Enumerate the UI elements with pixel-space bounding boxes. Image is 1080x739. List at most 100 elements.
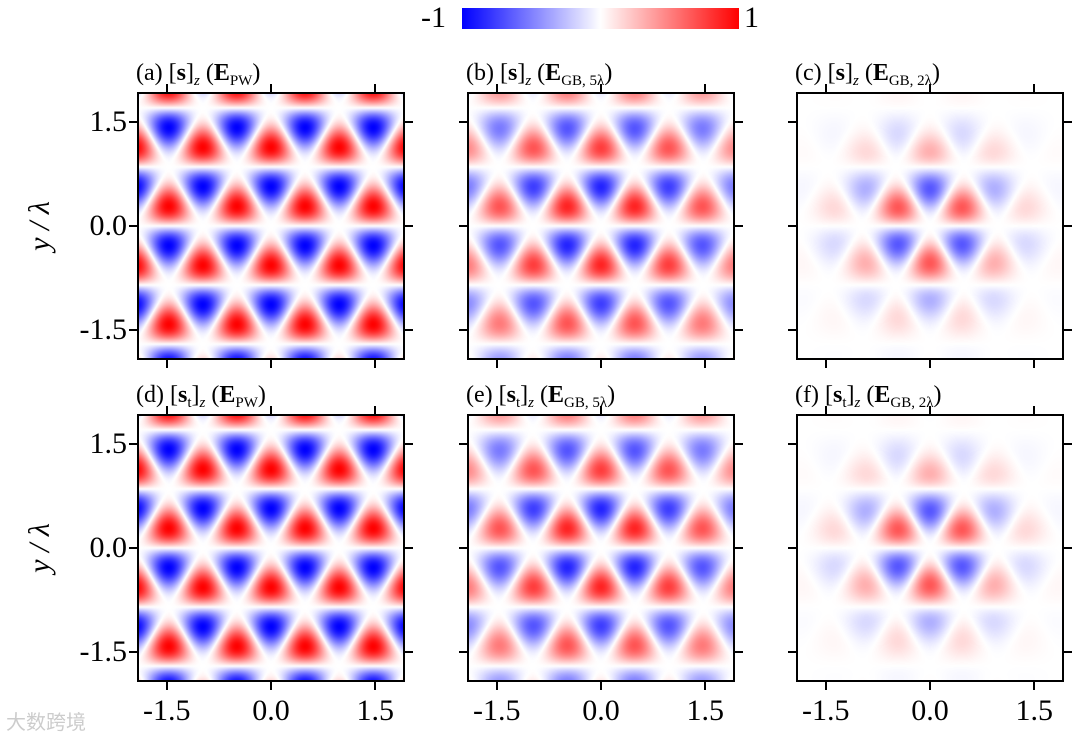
quantity-label: [s]z ( bbox=[499, 60, 546, 89]
panel-title-a: (a) [s]z (EPW) bbox=[136, 59, 260, 95]
xtick-label-f-1: 0.0 bbox=[911, 694, 949, 727]
ytick-left-f-1 bbox=[788, 547, 796, 549]
ytick-left-b-0 bbox=[459, 329, 467, 332]
xtick-label-f-0: -1.5 bbox=[802, 694, 850, 727]
ytick-left-f-2 bbox=[788, 442, 796, 445]
ytick-label-a-2: 1.5 bbox=[89, 104, 128, 138]
ytick-right-a-1 bbox=[405, 225, 413, 227]
quantity-label: [st]z ( bbox=[169, 382, 220, 411]
ytick-right-b-0 bbox=[735, 329, 743, 332]
ytick-right-c-2 bbox=[1064, 120, 1072, 123]
ytick-left-b-2 bbox=[459, 120, 467, 123]
xtick-label-d-0: -1.5 bbox=[143, 694, 191, 727]
paren-close: ) bbox=[931, 60, 940, 86]
colorbar-min-label: -1 bbox=[421, 1, 446, 34]
xtick-bottom-e-0 bbox=[495, 682, 498, 690]
xtick-bottom-b-1 bbox=[600, 360, 602, 368]
ytick-left-e-2 bbox=[459, 442, 467, 445]
y-axis-title-row-1: y / λ bbox=[23, 201, 56, 251]
ytick-left-d-1 bbox=[129, 547, 137, 549]
heatmap-panel-b bbox=[467, 92, 735, 360]
ytick-right-c-1 bbox=[1064, 225, 1072, 227]
ytick-right-d-0 bbox=[405, 651, 413, 654]
xtick-top-d-1 bbox=[270, 406, 272, 414]
xtick-top-c-0 bbox=[824, 84, 827, 92]
ytick-right-b-2 bbox=[735, 120, 743, 123]
ytick-label-d-0: -1.5 bbox=[79, 635, 128, 669]
field-label: EGB, 5λ bbox=[548, 382, 608, 411]
quantity-label: [st]z ( bbox=[498, 382, 548, 411]
xtick-top-a-2 bbox=[374, 84, 377, 92]
paren-close: ) bbox=[933, 382, 942, 408]
ytick-right-d-2 bbox=[405, 442, 413, 445]
ytick-left-c-2 bbox=[788, 120, 796, 123]
xtick-label-f-2: 1.5 bbox=[1015, 694, 1053, 727]
watermark: 大数跨境 bbox=[6, 710, 86, 734]
panel-title-f: (f) [st]z (EGB, 2λ) bbox=[795, 381, 941, 417]
panel-label: (a) bbox=[136, 60, 169, 86]
ytick-right-e-1 bbox=[735, 547, 743, 549]
ytick-left-e-1 bbox=[459, 547, 467, 549]
heatmap-image-f bbox=[798, 416, 1062, 680]
ytick-right-f-1 bbox=[1064, 547, 1072, 549]
xtick-bottom-a-0 bbox=[165, 360, 168, 368]
quantity-label: [s]z ( bbox=[168, 60, 214, 89]
quantity-label: [s]z ( bbox=[827, 60, 873, 89]
ytick-left-d-0 bbox=[129, 651, 137, 654]
heatmap-panel-d bbox=[137, 414, 405, 682]
xtick-bottom-d-2 bbox=[374, 682, 377, 690]
xtick-top-f-0 bbox=[824, 406, 827, 414]
xtick-top-a-1 bbox=[270, 84, 272, 92]
xtick-bottom-c-0 bbox=[824, 360, 827, 368]
ytick-left-c-1 bbox=[788, 225, 796, 227]
xtick-bottom-b-0 bbox=[495, 360, 498, 368]
xtick-top-f-1 bbox=[929, 406, 931, 414]
paren-close: ) bbox=[607, 382, 616, 408]
ytick-right-a-2 bbox=[405, 120, 413, 123]
heatmap-image-a bbox=[139, 94, 403, 358]
heatmap-image-c bbox=[798, 94, 1062, 358]
xtick-top-e-0 bbox=[495, 406, 498, 414]
ytick-left-a-1 bbox=[129, 225, 137, 227]
paren-close: ) bbox=[257, 382, 266, 408]
xtick-label-d-2: 1.5 bbox=[356, 694, 394, 727]
xtick-top-c-1 bbox=[929, 84, 931, 92]
heatmap-image-b bbox=[469, 94, 733, 358]
ytick-left-e-0 bbox=[459, 651, 467, 654]
xtick-top-e-2 bbox=[704, 406, 707, 414]
heatmap-panel-e bbox=[467, 414, 735, 682]
xtick-top-d-0 bbox=[165, 406, 168, 414]
ytick-left-a-0 bbox=[129, 329, 137, 332]
ytick-right-c-0 bbox=[1064, 329, 1072, 332]
xtick-bottom-f-2 bbox=[1033, 682, 1036, 690]
xtick-bottom-d-0 bbox=[165, 682, 168, 690]
ytick-left-a-2 bbox=[129, 120, 137, 123]
ytick-right-f-0 bbox=[1064, 651, 1072, 654]
field-label: EPW bbox=[219, 382, 258, 411]
xtick-label-e-0: -1.5 bbox=[473, 694, 521, 727]
quantity-label: [st]z ( bbox=[824, 382, 875, 411]
xtick-bottom-e-1 bbox=[600, 682, 602, 690]
field-label: EPW bbox=[213, 60, 253, 89]
ytick-right-e-2 bbox=[735, 442, 743, 445]
panel-title-d: (d) [st]z (EPW) bbox=[136, 381, 266, 417]
heatmap-image-d bbox=[139, 416, 403, 680]
paren-close: ) bbox=[252, 60, 261, 86]
panel-label: (f) bbox=[795, 382, 825, 408]
xtick-bottom-a-2 bbox=[374, 360, 377, 368]
ytick-left-b-1 bbox=[459, 225, 467, 227]
xtick-top-d-2 bbox=[374, 406, 377, 414]
xtick-bottom-e-2 bbox=[704, 682, 707, 690]
xtick-label-e-1: 0.0 bbox=[582, 694, 620, 727]
panel-title-e: (e) [st]z (EGB, 5λ) bbox=[466, 381, 615, 417]
xtick-bottom-c-2 bbox=[1033, 360, 1036, 368]
ytick-label-a-1: 0.0 bbox=[89, 209, 128, 242]
field-label: EGB, 5λ bbox=[545, 60, 605, 89]
paren-close: ) bbox=[604, 60, 613, 86]
xtick-top-a-0 bbox=[165, 84, 168, 92]
xtick-bottom-f-0 bbox=[824, 682, 827, 690]
ytick-right-b-1 bbox=[735, 225, 743, 227]
ytick-right-f-2 bbox=[1064, 442, 1072, 445]
xtick-top-b-0 bbox=[495, 84, 498, 92]
xtick-top-b-1 bbox=[600, 84, 602, 92]
